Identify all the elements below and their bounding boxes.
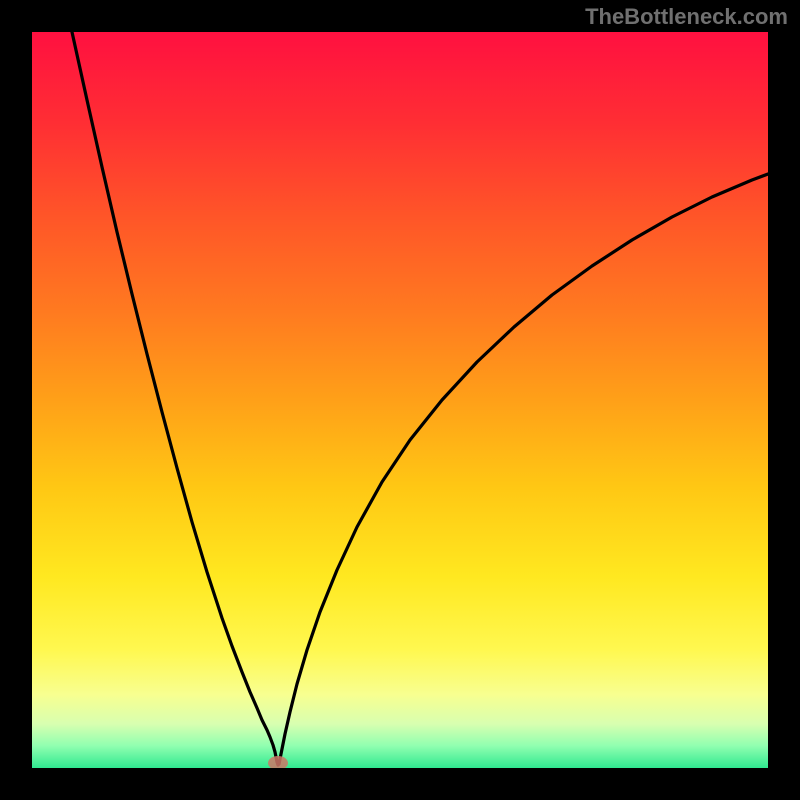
frame-border-right (768, 0, 800, 800)
bottleneck-curve (32, 32, 768, 768)
watermark-text: TheBottleneck.com (585, 4, 788, 30)
frame-border-left (0, 0, 32, 800)
minimum-marker (268, 756, 288, 768)
frame-border-bottom (0, 768, 800, 800)
plot-area (32, 32, 768, 768)
